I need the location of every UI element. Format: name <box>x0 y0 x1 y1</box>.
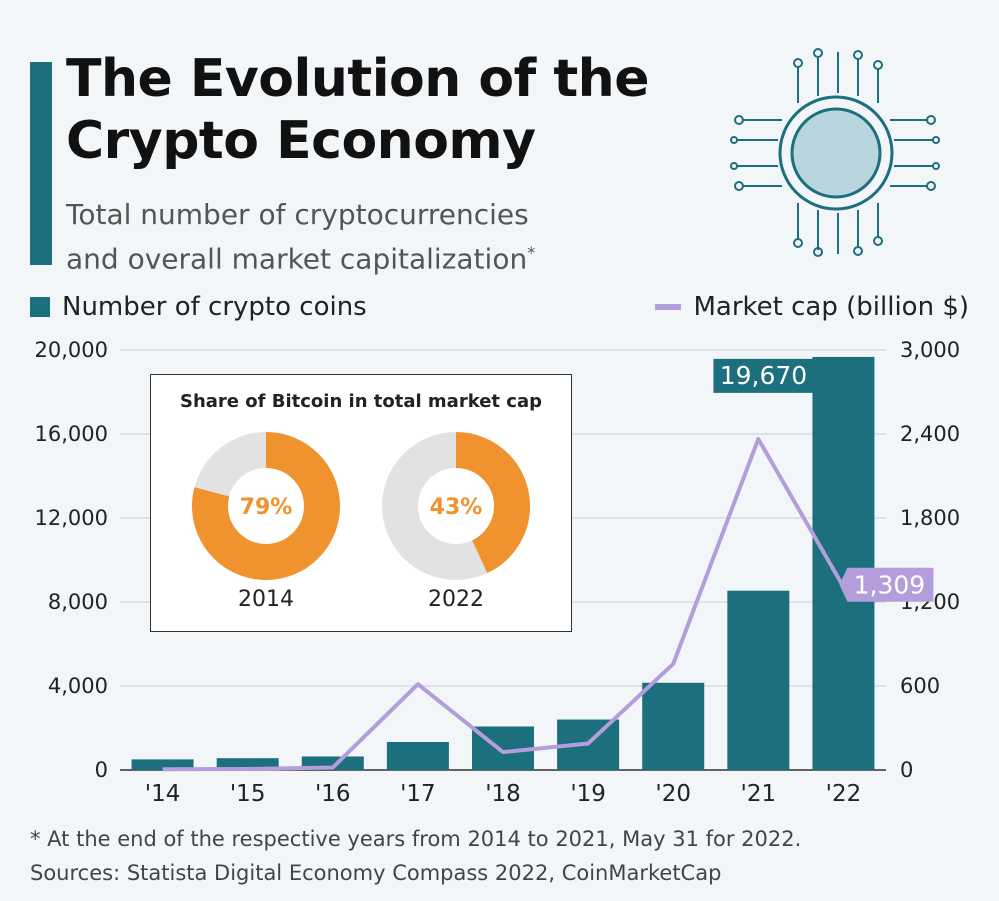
x-tick: '21 <box>741 781 777 807</box>
bar <box>812 356 875 770</box>
subtitle-footnote-mark: * <box>527 243 536 262</box>
market-cap-line <box>162 437 846 772</box>
y-tick-left: 8,000 <box>48 590 108 614</box>
page-title: The Evolution of the Crypto Economy <box>66 48 649 172</box>
y-tick-left: 4,000 <box>48 674 108 698</box>
subtitle-line-2-text: and overall market capitalization <box>66 242 528 276</box>
x-tick: '18 <box>485 781 521 807</box>
footer: * At the end of the respective years fro… <box>30 822 801 890</box>
donut-chart-2014: 79% <box>192 432 340 580</box>
inset-title: Share of Bitcoin in total market cap <box>180 391 542 412</box>
x-tick: '20 <box>655 781 691 807</box>
callout-bar-value: 19,670 <box>720 361 807 390</box>
legend-bar-swatch <box>30 297 50 317</box>
subtitle-line-1: Total number of cryptocurrencies <box>66 198 529 231</box>
legend-bars: Number of crypto coins <box>30 292 367 322</box>
y-tick-right: 2,400 <box>900 422 960 446</box>
callout-bar-box <box>713 358 828 393</box>
donut-label-2014: 79% <box>240 495 293 520</box>
title-line-1: The Evolution of the <box>66 49 649 109</box>
y-tick-right: 3,000 <box>900 338 960 362</box>
donut-year-2014: 2014 <box>238 587 294 612</box>
x-tick: '22 <box>826 781 862 807</box>
legend-line-label: Market cap (billion $) <box>693 292 969 322</box>
x-tick: '16 <box>315 781 351 807</box>
y-tick-right: 600 <box>900 674 940 698</box>
bitcoin-share-inset: Share of Bitcoin in total market cap 79%… <box>150 374 572 632</box>
y-tick-right: 1,800 <box>900 506 960 530</box>
bar <box>727 590 790 770</box>
legend-bars-label: Number of crypto coins <box>62 292 367 322</box>
callout-line-value: 1,309 <box>854 571 926 600</box>
donut-arc-2014 <box>192 432 340 580</box>
donut-chart-2022: 43% <box>382 432 530 580</box>
x-tick: '15 <box>230 781 266 807</box>
title-accent-bar <box>30 62 52 265</box>
donut-arc-2022 <box>382 432 530 580</box>
subtitle: Total number of cryptocurrencies and ove… <box>66 196 535 278</box>
donut-year-2022: 2022 <box>428 587 484 612</box>
y-tick-left: 20,000 <box>35 338 108 362</box>
x-tick: '19 <box>570 781 606 807</box>
title-line-2: Crypto Economy <box>66 111 536 171</box>
legend-line: Market cap (billion $) <box>655 292 969 322</box>
footnote-text: * At the end of the respective years fro… <box>30 827 802 851</box>
crypto-coin-circuit-icon <box>730 48 940 257</box>
y-tick-right: 0 <box>900 758 913 782</box>
bar <box>131 759 194 770</box>
sources-text: Sources: Statista Digital Economy Compas… <box>30 861 722 885</box>
donut-label-2022: 43% <box>430 495 483 520</box>
x-tick: '14 <box>145 781 181 807</box>
legend-line-swatch <box>655 304 682 310</box>
bar <box>642 682 705 770</box>
x-tick: '17 <box>400 781 436 807</box>
y-tick-left: 0 <box>95 758 108 782</box>
callout-line-box <box>839 567 934 602</box>
bar <box>386 741 449 770</box>
y-tick-left: 12,000 <box>35 506 108 530</box>
bar <box>216 758 279 770</box>
y-tick-left: 16,000 <box>35 422 108 446</box>
subtitle-line-2: and overall market capitalization* <box>66 234 535 278</box>
